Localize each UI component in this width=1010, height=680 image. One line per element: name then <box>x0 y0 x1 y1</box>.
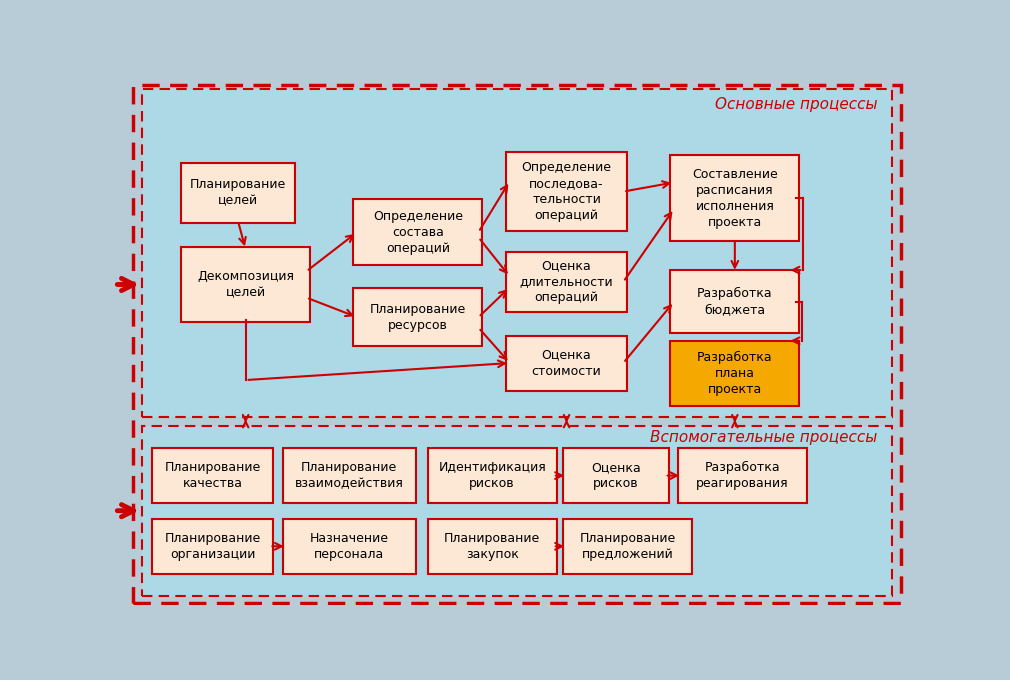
FancyBboxPatch shape <box>141 90 892 417</box>
FancyBboxPatch shape <box>427 448 557 503</box>
Text: Планирование
ресурсов: Планирование ресурсов <box>370 303 466 332</box>
Text: Назначение
персонала: Назначение персонала <box>310 532 389 561</box>
Text: Разработка
бюджета: Разработка бюджета <box>697 287 773 316</box>
FancyBboxPatch shape <box>153 519 274 574</box>
Text: Планирование
взаимодействия: Планирование взаимодействия <box>295 461 404 490</box>
FancyBboxPatch shape <box>506 152 627 231</box>
FancyBboxPatch shape <box>141 426 892 596</box>
FancyBboxPatch shape <box>671 270 800 333</box>
Text: Определение
последова-
тельности
операций: Определение последова- тельности операци… <box>521 161 611 222</box>
FancyBboxPatch shape <box>354 199 483 265</box>
Text: Декомпозиция
целей: Декомпозиция целей <box>197 270 294 299</box>
Text: Планирование
целей: Планирование целей <box>190 178 286 207</box>
Text: Разработка
плана
проекта: Разработка плана проекта <box>697 351 773 396</box>
FancyBboxPatch shape <box>563 519 692 574</box>
FancyBboxPatch shape <box>506 335 627 390</box>
FancyBboxPatch shape <box>678 448 807 503</box>
Text: Разработка
реагирования: Разработка реагирования <box>696 461 789 490</box>
Text: Планирование
предложений: Планирование предложений <box>580 532 676 561</box>
FancyBboxPatch shape <box>671 155 800 241</box>
Text: Планирование
качества: Планирование качества <box>165 461 261 490</box>
Text: Составление
расписания
исполнения
проекта: Составление расписания исполнения проект… <box>692 167 778 228</box>
FancyBboxPatch shape <box>427 519 557 574</box>
Text: Оценка
стоимости: Оценка стоимости <box>531 349 601 377</box>
Text: Идентификация
рисков: Идентификация рисков <box>438 461 546 490</box>
FancyBboxPatch shape <box>671 341 800 406</box>
Text: Основные процессы: Основные процессы <box>715 97 878 112</box>
FancyBboxPatch shape <box>283 519 416 574</box>
FancyBboxPatch shape <box>181 247 310 322</box>
FancyBboxPatch shape <box>354 288 483 346</box>
FancyBboxPatch shape <box>132 85 901 602</box>
Text: Оценка
длительности
операций: Оценка длительности операций <box>520 259 613 305</box>
Text: Планирование
организации: Планирование организации <box>165 532 261 561</box>
FancyBboxPatch shape <box>283 448 416 503</box>
FancyBboxPatch shape <box>153 448 274 503</box>
FancyBboxPatch shape <box>181 163 295 223</box>
Text: Оценка
рисков: Оценка рисков <box>591 461 640 490</box>
FancyBboxPatch shape <box>563 448 669 503</box>
FancyBboxPatch shape <box>506 252 627 312</box>
Text: Вспомогательные процессы: Вспомогательные процессы <box>650 430 878 445</box>
Text: Планирование
закупок: Планирование закупок <box>444 532 540 561</box>
Text: Определение
состава
операций: Определение состава операций <box>373 209 463 254</box>
